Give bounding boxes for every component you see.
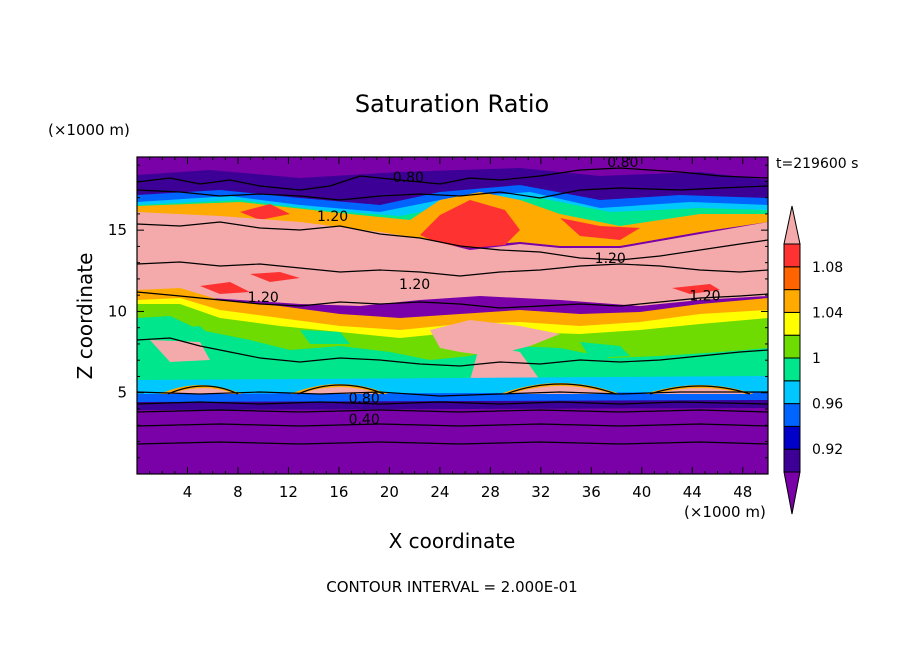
- field-dome-rims: [160, 383, 754, 394]
- time-label: t=219600 s: [776, 156, 858, 172]
- x-tick-label: 40: [632, 483, 651, 501]
- contour-120-low: [137, 291, 768, 309]
- colorbar-swatch: [783, 403, 801, 427]
- x-tick-label: 44: [683, 483, 702, 501]
- y-unit-label: (×1000 m): [48, 121, 130, 139]
- colorbar-swatch: [783, 425, 801, 450]
- colorbar-swatch: [783, 334, 801, 359]
- plot-area: [137, 157, 768, 474]
- colorbar-swatch: [783, 289, 801, 313]
- colorbar-swatch: [783, 448, 801, 473]
- contour-label: 1.20: [689, 288, 720, 304]
- contour-label: 1.20: [317, 209, 348, 225]
- contour-120-upper: [137, 221, 768, 261]
- x-tick-label: 32: [531, 483, 550, 501]
- contour-label: 0.40: [349, 412, 380, 428]
- y-tick-label: 10: [108, 302, 127, 320]
- contour-060-lower: [137, 409, 768, 413]
- x-axis-ticks: 4 8 12 16 20 24 28 32 36 40 44 48: [149, 157, 756, 501]
- y-axis-ticks: 5 10 15: [108, 164, 768, 459]
- x-tick-label: 48: [733, 483, 752, 501]
- x-tick-label: 8: [233, 483, 243, 501]
- colorbar-tick-label: 1.04: [812, 305, 843, 321]
- field-pink-supersat-upper: [137, 212, 768, 306]
- colorbar-swatch: [783, 243, 801, 268]
- x-tick-label: 24: [430, 483, 449, 501]
- contour-100-cloud: [137, 337, 768, 367]
- x-tick-label: 16: [329, 483, 348, 501]
- contour-label: 0.80: [607, 155, 638, 171]
- colorbar-upper-extend: [783, 205, 801, 245]
- contour-label: 0.80: [393, 170, 424, 186]
- x-tick-label: 28: [481, 483, 500, 501]
- x-unit-label: (×1000 m): [684, 503, 766, 521]
- x-tick-label: 36: [582, 483, 601, 501]
- contour-100-base: [137, 391, 768, 397]
- contour-080-upper: [137, 167, 768, 191]
- colorbar-tick-label: 0.92: [812, 442, 843, 458]
- contour-dome-3: [505, 383, 617, 395]
- contour-dome-4: [649, 385, 751, 395]
- x-tick-label: 4: [183, 483, 193, 501]
- contour-080-lower: [137, 401, 768, 405]
- x-tick-label: 12: [279, 483, 298, 501]
- colorbar-tick-label: 1: [812, 351, 821, 367]
- colorbar-swatch: [783, 357, 801, 382]
- contour-120-mid: [137, 261, 768, 277]
- y-tick-label: 15: [108, 221, 127, 239]
- chart-title: Saturation Ratio: [355, 90, 549, 118]
- colorbar-tick-label: 0.96: [812, 397, 843, 413]
- contour-020-lower: [137, 441, 768, 445]
- colorbar-swatch: [783, 380, 801, 405]
- colorbar: 1.08 1.04 1 0.96 0.92: [783, 205, 843, 515]
- x-axis-label: X coordinate: [389, 529, 516, 553]
- field-red-streaks: [200, 272, 720, 294]
- field-pink-clouds: [150, 320, 560, 386]
- field-dry-lower: [137, 408, 768, 474]
- contour-interval-footer: CONTOUR INTERVAL = 2.000E-01: [326, 578, 577, 596]
- contour-dome-1: [167, 385, 239, 395]
- colorbar-swatch: [783, 311, 801, 336]
- contour-label: 1.20: [399, 277, 430, 293]
- field-red-patches: [240, 200, 640, 248]
- y-tick-label: 5: [117, 384, 127, 402]
- field-pink-domes: [170, 386, 746, 394]
- contour-labels: 0.80 0.80 1.20 1.20 1.20 1.20 1.20 0.80 0.40: [248, 155, 721, 428]
- contour-040-lower: [137, 423, 768, 427]
- colorbar-lower-extend: [783, 471, 801, 515]
- contour-label: 1.20: [595, 251, 626, 267]
- field-green-patches: [150, 326, 630, 358]
- x-tick-label: 20: [380, 483, 399, 501]
- contour-dome-2: [297, 384, 385, 395]
- colorbar-swatch: [783, 266, 801, 291]
- contour-label: 0.80: [349, 391, 380, 407]
- y-axis-label: Z coordinate: [73, 253, 97, 380]
- contour-080-upper-2: [137, 185, 768, 201]
- contour-label: 1.20: [248, 290, 279, 306]
- colorbar-tick-label: 1.08: [812, 260, 843, 276]
